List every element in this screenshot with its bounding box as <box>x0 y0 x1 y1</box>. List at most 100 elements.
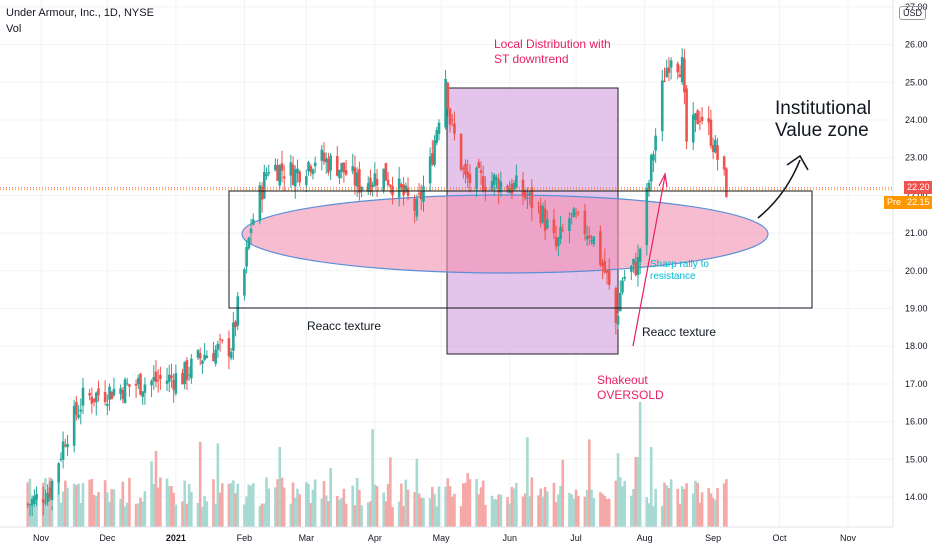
candle-body <box>296 168 299 174</box>
candle-body <box>515 175 518 188</box>
candle-body <box>557 237 560 247</box>
candle-body <box>479 170 483 173</box>
candle-body <box>276 164 279 181</box>
volume-bar <box>590 489 593 527</box>
time-tick-label: Dec <box>99 533 116 543</box>
volume-bar <box>479 487 483 527</box>
volume-bar <box>607 498 611 527</box>
candle-body <box>477 162 481 168</box>
volume-bar <box>358 489 361 527</box>
volume-bar <box>216 443 220 527</box>
volume-bar <box>307 483 310 527</box>
volume-bar <box>59 502 63 527</box>
price-tick-label: 17.00 <box>905 379 928 389</box>
price-tick-label: 24.00 <box>905 115 928 125</box>
candle-body <box>528 192 531 196</box>
candle-body <box>338 169 341 179</box>
candle-body <box>722 156 726 170</box>
volume-bar <box>90 478 94 527</box>
volume-bar <box>492 499 496 527</box>
annotation-text-line: ST downtrend <box>494 52 569 66</box>
volume-bar <box>282 487 286 527</box>
volume-bar <box>174 504 178 527</box>
grid-lines <box>0 0 893 527</box>
volume-bar <box>245 496 248 527</box>
candle-body <box>340 163 343 172</box>
volume-bar <box>57 479 60 527</box>
candle-body <box>106 403 109 406</box>
volume-bar <box>698 502 702 527</box>
value-zone-arrow-head <box>786 154 809 171</box>
volume-bar <box>35 498 38 527</box>
candle-body <box>320 149 324 161</box>
candle-body <box>576 211 580 213</box>
currency-button[interactable]: USD <box>898 6 926 20</box>
candle-body <box>353 167 357 186</box>
candle-body <box>415 198 419 217</box>
candle-body <box>459 133 463 170</box>
candle-body <box>121 389 125 400</box>
volume-bar <box>711 497 715 527</box>
candle-body <box>103 392 107 403</box>
volume-bar <box>243 504 246 527</box>
volume-bar <box>406 489 410 527</box>
candle-body <box>526 197 529 199</box>
volume-bar <box>165 478 169 527</box>
candle-body <box>444 78 447 128</box>
volume-bar <box>291 482 295 527</box>
volume-bar <box>404 479 408 527</box>
volume-bar <box>322 481 326 527</box>
volume-bar <box>373 484 377 527</box>
volume-bar <box>265 477 268 527</box>
volume-bar <box>417 493 421 527</box>
price-tick-label: 21.00 <box>905 228 928 238</box>
candle-body <box>530 187 534 209</box>
candle-body <box>621 280 624 293</box>
candle-body <box>174 373 178 394</box>
volume-bar <box>554 502 558 527</box>
time-tick-label: Mar <box>299 533 315 543</box>
volume-bar <box>621 486 624 527</box>
volume-bar <box>521 496 525 527</box>
candle-body <box>546 219 549 229</box>
volume-bar <box>468 479 472 527</box>
candle-body <box>588 235 591 239</box>
volume-bar <box>634 457 638 527</box>
candle-body <box>512 183 516 190</box>
volume-bar <box>667 488 671 527</box>
volume-bar <box>167 485 171 527</box>
volume-bar <box>236 483 240 527</box>
volume-bar <box>557 494 560 527</box>
time-axis[interactable]: Nov Dec 2021 Feb Mar Apr May Jun Jul Aug Sep Oct Nov <box>33 533 857 543</box>
candle-body <box>141 391 145 397</box>
candle-body <box>543 208 547 231</box>
volume-bar <box>375 486 379 527</box>
candle-body <box>187 374 191 376</box>
volume-bar <box>546 491 549 527</box>
volume-bar <box>128 477 131 527</box>
volume-bar <box>652 506 655 527</box>
candle-body <box>201 360 204 365</box>
volume-bar <box>106 492 109 527</box>
candle-body <box>247 237 251 249</box>
candle-body <box>541 206 545 223</box>
candle-body <box>437 122 441 134</box>
volume-bar <box>327 501 330 527</box>
candle-body <box>243 269 246 296</box>
candle-body <box>413 198 416 211</box>
volume-bar <box>139 497 142 527</box>
volume-bar <box>714 500 717 527</box>
volume-bar <box>506 497 509 527</box>
volume-bar <box>218 492 222 527</box>
volume-bar <box>46 492 49 527</box>
candle-body <box>614 288 618 324</box>
candle-body <box>203 354 206 360</box>
volume-bar <box>453 493 456 527</box>
candle-body <box>649 155 653 182</box>
volume-bar <box>123 506 127 527</box>
volume-bar <box>329 467 332 527</box>
volume-bar <box>614 480 618 527</box>
volume-bar <box>669 479 673 527</box>
volume-bar <box>289 503 293 527</box>
